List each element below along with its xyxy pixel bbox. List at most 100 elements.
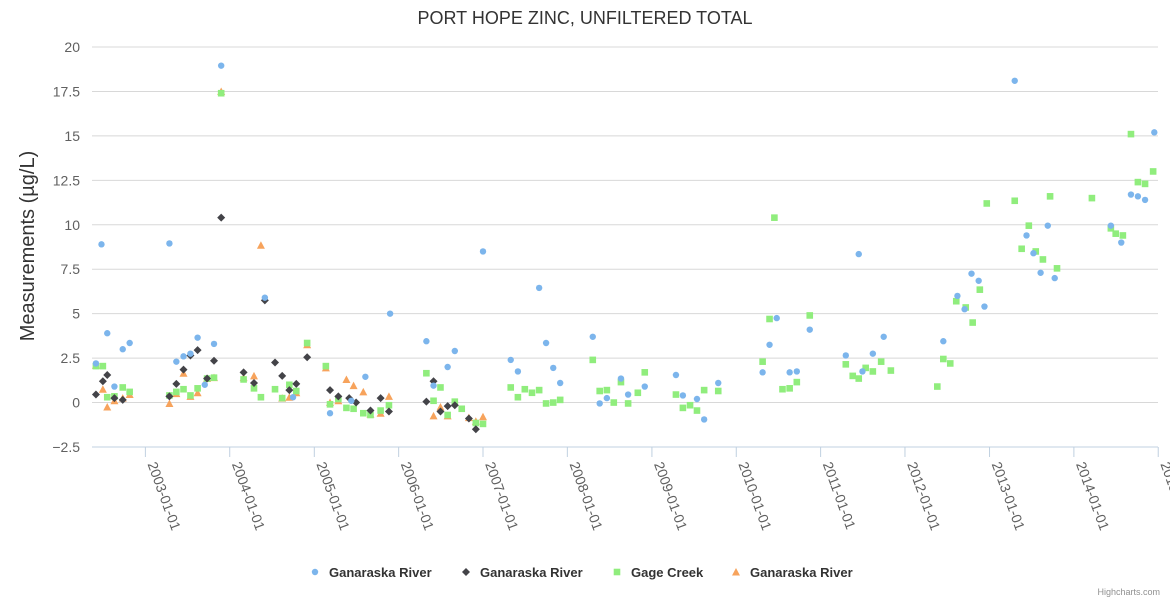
- data-point-circle[interactable]: [1011, 77, 1018, 84]
- data-point-circle[interactable]: [430, 382, 437, 389]
- data-point-diamond[interactable]: [334, 392, 343, 401]
- data-point-circle[interactable]: [92, 360, 100, 367]
- data-point-triangle[interactable]: [349, 381, 358, 390]
- data-point-circle[interactable]: [1134, 193, 1142, 200]
- data-point-circle[interactable]: [514, 368, 522, 375]
- data-point-square[interactable]: [507, 384, 515, 391]
- data-point-square[interactable]: [1088, 194, 1096, 202]
- data-point-diamond[interactable]: [239, 368, 248, 377]
- data-point-square[interactable]: [99, 362, 107, 370]
- data-point-square[interactable]: [126, 388, 133, 396]
- data-point-triangle[interactable]: [165, 399, 174, 407]
- data-point-circle[interactable]: [1118, 239, 1125, 246]
- data-point-circle[interactable]: [166, 240, 173, 247]
- data-point-square[interactable]: [610, 399, 618, 406]
- legend-item[interactable]: Ganaraska River: [311, 565, 432, 580]
- data-point-circle[interactable]: [641, 383, 648, 390]
- data-point-square[interactable]: [322, 362, 330, 370]
- data-point-circle[interactable]: [1127, 191, 1135, 198]
- data-point-circle[interactable]: [1141, 196, 1149, 204]
- data-point-circle[interactable]: [187, 350, 194, 357]
- legend-item[interactable]: Ganaraska River: [462, 565, 583, 580]
- data-point-circle[interactable]: [173, 358, 180, 365]
- data-point-square[interactable]: [240, 376, 247, 383]
- data-point-diamond[interactable]: [193, 346, 202, 355]
- data-point-square[interactable]: [969, 319, 976, 326]
- data-point-circle[interactable]: [700, 416, 708, 423]
- data-point-circle[interactable]: [1023, 232, 1030, 239]
- data-point-circle[interactable]: [1030, 250, 1037, 257]
- data-point-circle[interactable]: [126, 339, 133, 347]
- data-point-diamond[interactable]: [366, 406, 375, 415]
- data-point-square[interactable]: [1011, 197, 1019, 205]
- data-point-square[interactable]: [634, 389, 642, 397]
- data-point-square[interactable]: [1039, 256, 1047, 263]
- data-point-square[interactable]: [350, 405, 357, 413]
- data-point-square[interactable]: [173, 388, 180, 396]
- data-point-square[interactable]: [103, 393, 111, 401]
- data-point-square[interactable]: [1119, 232, 1127, 239]
- data-point-circle[interactable]: [261, 294, 269, 301]
- data-point-square[interactable]: [1112, 230, 1120, 237]
- data-point-square[interactable]: [940, 355, 947, 363]
- data-point-square[interactable]: [1127, 130, 1135, 138]
- data-point-square[interactable]: [766, 315, 773, 323]
- data-point-circle[interactable]: [451, 347, 459, 355]
- data-point-square[interactable]: [423, 369, 430, 377]
- data-point-diamond[interactable]: [249, 379, 258, 387]
- data-point-square[interactable]: [1141, 180, 1149, 188]
- legend-symbol-square[interactable]: [613, 568, 621, 576]
- data-point-circle[interactable]: [672, 371, 680, 379]
- credits-text[interactable]: Highcharts.com: [1097, 587, 1160, 597]
- data-point-square[interactable]: [194, 385, 201, 392]
- data-point-square[interactable]: [119, 384, 127, 391]
- data-point-triangle[interactable]: [193, 388, 202, 397]
- data-point-square[interactable]: [359, 409, 367, 417]
- data-point-square[interactable]: [679, 404, 687, 412]
- data-point-square[interactable]: [1149, 168, 1157, 175]
- data-point-square[interactable]: [869, 368, 877, 375]
- data-point-square[interactable]: [849, 372, 857, 380]
- data-point-circle[interactable]: [766, 341, 773, 348]
- data-point-circle[interactable]: [1037, 269, 1044, 276]
- data-point-circle[interactable]: [507, 356, 514, 364]
- data-point-square[interactable]: [771, 214, 778, 221]
- data-point-square[interactable]: [952, 297, 960, 305]
- data-point-circle[interactable]: [111, 383, 118, 390]
- data-point-triangle[interactable]: [478, 412, 487, 421]
- data-point-square[interactable]: [377, 407, 384, 414]
- legend-symbol-circle[interactable]: [311, 568, 319, 576]
- data-point-square[interactable]: [444, 411, 451, 419]
- data-point-circle[interactable]: [961, 306, 968, 313]
- data-point-circle[interactable]: [596, 400, 603, 407]
- data-point-diamond[interactable]: [303, 353, 312, 362]
- data-point-square[interactable]: [343, 404, 350, 412]
- data-point-diamond[interactable]: [292, 379, 301, 388]
- data-point-circle[interactable]: [954, 292, 961, 300]
- data-point-square[interactable]: [793, 378, 801, 386]
- data-point-circle[interactable]: [180, 353, 187, 360]
- data-point-diamond[interactable]: [98, 377, 107, 386]
- data-point-circle[interactable]: [362, 373, 369, 380]
- data-point-circle[interactable]: [542, 339, 550, 347]
- data-point-square[interactable]: [862, 364, 869, 372]
- data-point-square[interactable]: [887, 367, 895, 374]
- data-point-circle[interactable]: [842, 352, 850, 359]
- data-point-circle[interactable]: [968, 270, 975, 277]
- data-point-diamond[interactable]: [285, 386, 294, 395]
- data-point-square[interactable]: [672, 391, 680, 398]
- data-point-diamond[interactable]: [464, 414, 473, 423]
- data-point-square[interactable]: [1053, 265, 1061, 272]
- data-point-square[interactable]: [700, 386, 708, 394]
- data-point-triangle[interactable]: [342, 375, 351, 383]
- legend-symbol-diamond[interactable]: [462, 568, 470, 576]
- data-point-square[interactable]: [641, 369, 649, 376]
- data-point-circle[interactable]: [210, 340, 218, 348]
- data-point-square[interactable]: [983, 200, 991, 207]
- data-point-triangle[interactable]: [98, 385, 107, 393]
- data-point-square[interactable]: [976, 286, 984, 293]
- data-point-diamond[interactable]: [450, 401, 459, 410]
- data-point-circle[interactable]: [556, 379, 564, 387]
- data-point-square[interactable]: [855, 375, 863, 382]
- data-point-circle[interactable]: [793, 368, 801, 375]
